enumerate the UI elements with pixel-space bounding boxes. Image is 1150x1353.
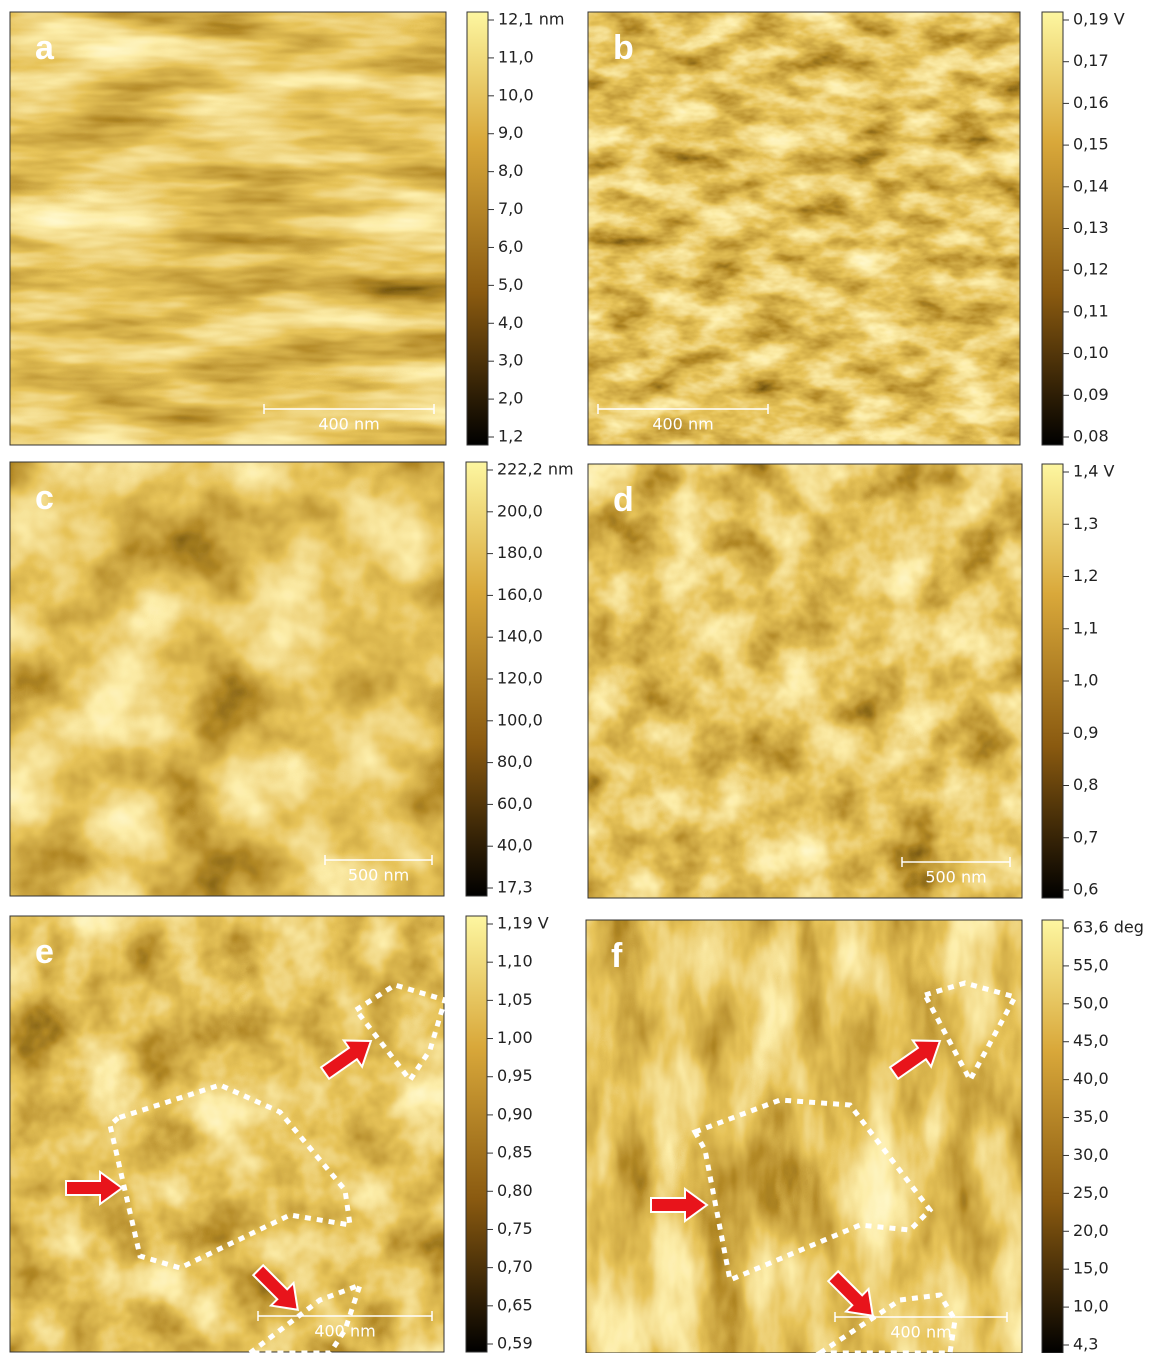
afm-image — [10, 462, 444, 896]
colorbar — [466, 462, 487, 896]
colorbar-label: 6,0 — [498, 237, 523, 256]
colorbar-label: 3,0 — [498, 351, 523, 370]
colorbar-label: 11,0 — [498, 47, 534, 66]
colorbar-label: 0,19 V — [1073, 10, 1125, 29]
colorbar-label: 0,70 — [497, 1257, 533, 1276]
colorbar-label: 2,0 — [498, 389, 523, 408]
colorbar-label: 10,0 — [498, 85, 534, 104]
colorbar-label: 1,3 — [1073, 514, 1098, 533]
colorbar-label: 5,0 — [498, 275, 523, 294]
colorbar-label: 0,90 — [497, 1104, 533, 1123]
colorbar-label: 40,0 — [1073, 1069, 1109, 1088]
colorbar-label: 120,0 — [497, 669, 543, 688]
colorbar-label: 60,0 — [497, 794, 533, 813]
colorbar-label: 0,80 — [497, 1181, 533, 1200]
colorbar-label: 25,0 — [1073, 1183, 1109, 1202]
colorbar-label: 0,7 — [1073, 827, 1098, 846]
scale-bar-label: 500 nm — [925, 868, 986, 887]
colorbar-label: 0,15 — [1073, 135, 1109, 154]
figure: a 400 nm 12,1 nm 11,0 10,0 9,0 8,0 7,0 6,0 5,0 4,0… — [0, 0, 1150, 1353]
colorbar-label: 0,17 — [1073, 51, 1109, 70]
colorbar-label: 80,0 — [497, 752, 533, 771]
colorbar-label: 1,2 — [1073, 566, 1098, 585]
colorbar-label: 0,13 — [1073, 218, 1109, 237]
colorbar — [466, 916, 487, 1352]
colorbar-label: 1,00 — [497, 1028, 533, 1047]
afm-image — [10, 12, 446, 445]
colorbar-label: 0,85 — [497, 1143, 533, 1162]
scale-bar-label: 400 nm — [652, 415, 713, 434]
colorbar-label: 0,14 — [1073, 176, 1109, 195]
colorbar-label: 160,0 — [497, 585, 543, 604]
colorbar-label: 0,11 — [1073, 301, 1109, 320]
panel-label: c — [35, 479, 54, 517]
colorbar-label: 30,0 — [1073, 1145, 1109, 1164]
colorbar-label: 45,0 — [1073, 1031, 1109, 1050]
colorbar-label: 0,9 — [1073, 723, 1098, 742]
colorbar-label: 140,0 — [497, 627, 543, 646]
colorbar-label: 20,0 — [1073, 1221, 1109, 1240]
colorbar-label: 0,6 — [1073, 880, 1098, 899]
colorbar-label: 4,0 — [498, 313, 523, 332]
colorbar-label: 180,0 — [497, 543, 543, 562]
colorbar-label: 63,6 deg — [1073, 918, 1144, 937]
colorbar-label: 15,0 — [1073, 1259, 1109, 1278]
colorbar-label: 0,09 — [1073, 385, 1109, 404]
colorbar-label: 0,08 — [1073, 427, 1109, 446]
colorbar-label: 55,0 — [1073, 955, 1109, 974]
colorbar-label: 1,2 — [498, 427, 523, 446]
panel-label: a — [35, 29, 55, 67]
colorbar-label: 1,10 — [497, 952, 533, 971]
colorbar-label: 7,0 — [498, 199, 523, 218]
colorbar-label: 100,0 — [497, 710, 543, 729]
colorbar-label: 1,4 V — [1073, 462, 1115, 481]
scale-bar-label: 500 nm — [348, 866, 409, 885]
colorbar — [1042, 12, 1063, 445]
colorbar-label: 1,1 — [1073, 618, 1098, 637]
colorbar-label: 0,10 — [1073, 343, 1109, 362]
scale-bar-label: 400 nm — [890, 1323, 951, 1342]
colorbar-label: 10,0 — [1073, 1297, 1109, 1316]
colorbar-label: 0,95 — [497, 1066, 533, 1085]
colorbar-label: 50,0 — [1073, 993, 1109, 1012]
afm-image — [588, 464, 1022, 898]
panel-label: f — [611, 937, 623, 975]
colorbar-label: 0,65 — [497, 1295, 533, 1314]
colorbar-label: 1,05 — [497, 990, 533, 1009]
colorbar-label: 12,1 nm — [498, 10, 564, 29]
colorbar-label: 200,0 — [497, 501, 543, 520]
panel-label: d — [613, 481, 634, 519]
colorbar-label: 8,0 — [498, 161, 523, 180]
colorbar-label: 40,0 — [497, 836, 533, 855]
panel-label: e — [35, 933, 54, 971]
scale-bar-label: 400 nm — [318, 415, 379, 434]
colorbar-label: 0,16 — [1073, 93, 1109, 112]
colorbar-label: 0,59 — [497, 1334, 533, 1353]
colorbar-label: 35,0 — [1073, 1107, 1109, 1126]
colorbar-label: 17,3 — [497, 878, 533, 897]
colorbar-label: 0,12 — [1073, 260, 1109, 279]
afm-image — [10, 916, 444, 1352]
colorbar-label: 4,3 — [1073, 1335, 1098, 1353]
colorbar-label: 1,19 V — [497, 914, 549, 933]
colorbar-label: 9,0 — [498, 123, 523, 142]
colorbar-label: 222,2 nm — [497, 460, 574, 479]
colorbar-label: 0,8 — [1073, 775, 1098, 794]
colorbar-label: 0,75 — [497, 1219, 533, 1238]
afm-image — [588, 12, 1020, 445]
afm-image — [586, 920, 1022, 1353]
colorbar-label: 1,0 — [1073, 671, 1098, 690]
colorbar — [1042, 920, 1063, 1353]
colorbar — [467, 12, 488, 445]
panel-label: b — [613, 29, 634, 67]
colorbar — [1042, 464, 1063, 898]
